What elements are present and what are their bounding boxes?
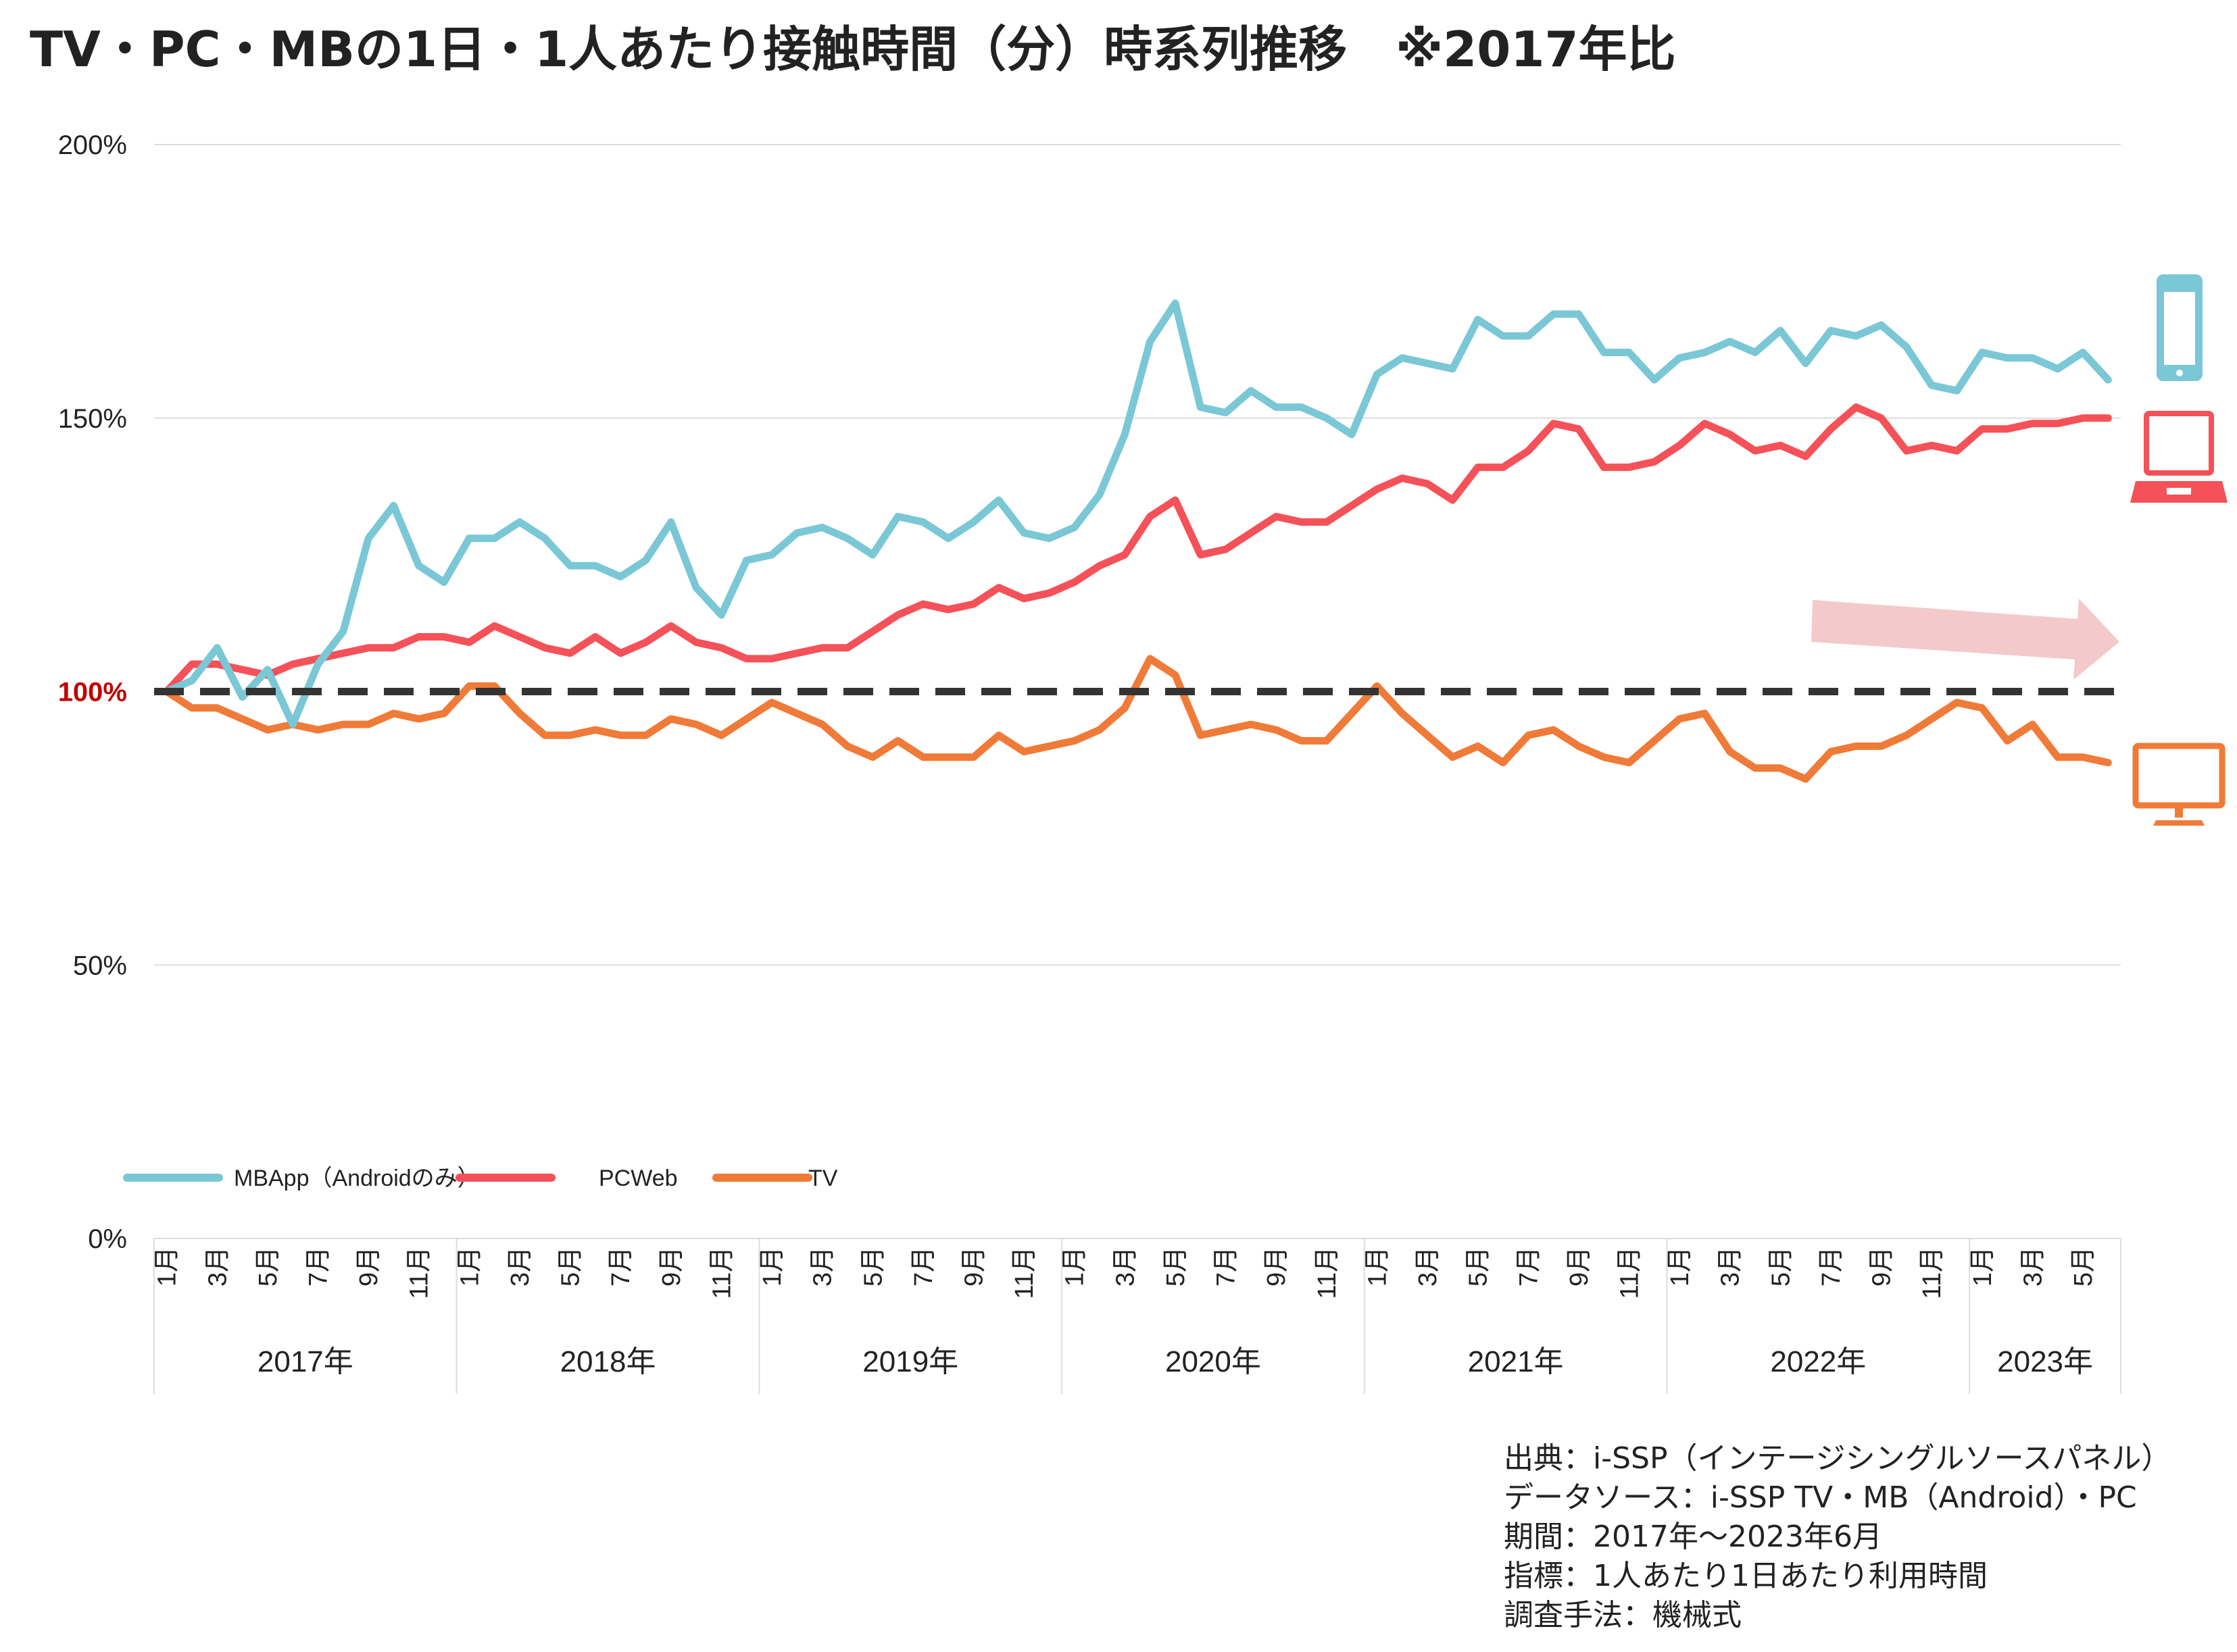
device-icons [2130, 274, 2228, 826]
year-label: 2020年 [1165, 1345, 1261, 1378]
x-tick-label: 9月 [1565, 1247, 1594, 1286]
x-tick-label: 3月 [1111, 1247, 1139, 1286]
x-tick-label: 1月 [456, 1247, 484, 1286]
trend-arrow [1811, 599, 2119, 680]
x-tick-label: 3月 [1717, 1247, 1745, 1286]
year-label: 2021年 [1468, 1345, 1564, 1378]
y-tick-label: 200% [58, 130, 127, 160]
smartphone-icon [2157, 274, 2203, 381]
chart-title: TV・PC・MBの1日・1人あたり接触時間（分）時系列推移 ※2017年比 [30, 21, 1676, 78]
legend-label: MBApp（Androidのみ） [234, 1166, 481, 1191]
x-tick-label: 3月 [506, 1247, 535, 1286]
series-line-tv [163, 655, 2112, 783]
x-tick-label: 9月 [960, 1247, 989, 1286]
x-tick-label: 3月 [203, 1247, 232, 1286]
x-tick-label: 11月 [1918, 1247, 1946, 1299]
year-label: 2022年 [1770, 1345, 1866, 1378]
y-tick-label: 50% [73, 951, 127, 980]
x-tick-label: 1月 [1666, 1247, 1694, 1286]
x-tick-label: 1月 [1363, 1247, 1392, 1286]
x-tick-label: 9月 [1262, 1247, 1291, 1286]
note-source: 出典：i-SSP（インテージシングルソースパネル） [1504, 1441, 2171, 1476]
x-tick-label: 5月 [1767, 1247, 1795, 1286]
x-tick-label: 1月 [1061, 1247, 1089, 1286]
y-tick-label: 0% [88, 1224, 127, 1254]
x-tick-label: 7月 [607, 1247, 635, 1286]
x-tick-label: 5月 [859, 1247, 887, 1286]
x-tick-label: 1月 [1969, 1247, 1997, 1286]
series-line-pcweb [163, 403, 2112, 695]
x-tick-label: 1月 [153, 1247, 182, 1286]
x-tick-label: 5月 [2069, 1247, 2098, 1286]
x-tick-label: 9月 [355, 1247, 383, 1286]
laptop-icon [2130, 411, 2228, 503]
x-tick-label: 7月 [1817, 1247, 1846, 1286]
x-tick-label: 5月 [557, 1247, 585, 1286]
year-label: 2018年 [560, 1345, 656, 1378]
y-tick-label: 150% [58, 404, 127, 434]
year-label: 2019年 [862, 1345, 958, 1378]
x-tick-label: 3月 [809, 1247, 837, 1286]
year-label: 2017年 [257, 1345, 353, 1378]
x-tick-label: 3月 [1414, 1247, 1442, 1286]
note-period: 期間：2017年～2023年6月 [1504, 1520, 1882, 1554]
x-tick-label: 9月 [1868, 1247, 1896, 1286]
x-axis: 1月 3月 5月 7月 9月 11月 2017年 1月 3月 5月 7月 9月 11月 2018年 1月 3月… [153, 1238, 2121, 1394]
note-datasource: データソース：i-SSP TV・MB（Android）・PC [1504, 1480, 2137, 1515]
x-tick-label: 11月 [1313, 1247, 1342, 1299]
y-tick-label: 100% [58, 678, 127, 707]
legend: MBApp（Androidのみ） PCWeb TV [123, 1166, 838, 1191]
x-tick-label: 9月 [658, 1247, 686, 1286]
monitor-icon [2132, 743, 2226, 826]
x-tick-label: 7月 [305, 1247, 333, 1286]
trend-arrow-shape [1811, 599, 2119, 680]
source-notes: 出典：i-SSP（インテージシングルソースパネル） データソース：i-SSP T… [1504, 1439, 2171, 1635]
x-tick-label: 3月 [2019, 1247, 2047, 1286]
year-label: 2023年 [1997, 1345, 2093, 1378]
x-tick-label: 11月 [1616, 1247, 1644, 1299]
x-tick-label: 1月 [758, 1247, 787, 1286]
legend-label: PCWeb [599, 1166, 678, 1191]
gridlines [154, 144, 2121, 966]
x-tick-label: 7月 [1212, 1247, 1241, 1286]
note-metric: 指標：1人あたり1日あたり利用時間 [1504, 1559, 1988, 1593]
x-tick-label: 5月 [1162, 1247, 1190, 1286]
x-tick-label: 11月 [405, 1247, 434, 1299]
x-tick-label: 11月 [1010, 1247, 1039, 1299]
y-axis-ticks: 0% 50% 100% 150% 200% [58, 130, 127, 1254]
x-tick-label: 7月 [1515, 1247, 1543, 1286]
x-tick-label: 5月 [1465, 1247, 1493, 1286]
note-method: 調査手法：機械式 [1504, 1598, 1742, 1632]
series-lines [163, 299, 2112, 783]
series-line-mbapp-android [163, 299, 2112, 728]
x-tick-label: 5月 [254, 1247, 282, 1286]
x-tick-label: 7月 [910, 1247, 938, 1286]
x-tick-label: 11月 [708, 1247, 736, 1299]
legend-label: TV [808, 1166, 838, 1191]
